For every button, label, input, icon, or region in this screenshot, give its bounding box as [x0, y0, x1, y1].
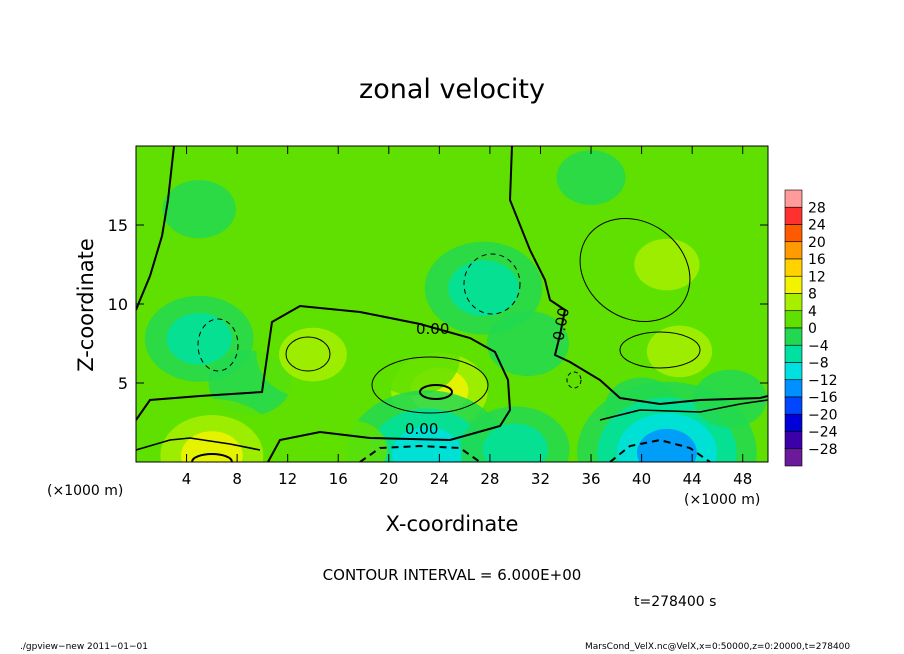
y-tick-label: 15: [108, 216, 128, 235]
x-tick-label: 16: [329, 470, 348, 488]
x-tick-label: 44: [683, 470, 702, 488]
footer-right: MarsCond_VelX.nc@VelX,x=0:50000,z=0:2000…: [585, 642, 851, 652]
field-cell: [166, 312, 232, 365]
colorbar-label: −16: [808, 390, 838, 406]
colorbar-swatch: [784, 327, 803, 346]
x-multiplier-left: (×1000 m): [47, 483, 124, 499]
field-cell: [636, 428, 697, 462]
bottom-dash-contour-right: [609, 438, 711, 462]
zero-contour-upper: [136, 146, 175, 311]
colorbar-label: −8: [808, 356, 829, 372]
neg-contour-center: [463, 253, 521, 315]
chart-title: zonal velocity: [359, 74, 545, 105]
colorbar-swatch: [784, 293, 803, 312]
field-cell: [279, 327, 347, 382]
zero-contour-right: [508, 146, 768, 406]
colorbar-label: −4: [808, 338, 829, 354]
colorbar-swatch: [784, 310, 803, 329]
right-lower-contour: [599, 399, 768, 421]
footer-left: ./gpview−new 2011−01−01: [20, 642, 148, 652]
colorbar-label: 8: [808, 287, 817, 303]
field-cell: [392, 426, 462, 462]
x-tick-label: 40: [632, 470, 651, 488]
x-tick-label: 48: [733, 470, 752, 488]
x-ticks: 4 8 12 16 20 24 28 32 36 40 44 48: [182, 146, 752, 488]
contour-label: 0.00: [416, 320, 449, 338]
field-cell: [634, 238, 700, 291]
x-multiplier-right: (×1000 m): [684, 492, 761, 508]
field-cell: [368, 323, 460, 396]
colorbar-swatch: [784, 379, 803, 398]
x-tick-label: 12: [278, 470, 297, 488]
colorbar-swatch: [784, 206, 803, 225]
colorbar-swatch: [784, 413, 803, 432]
colorbar-swatch: [784, 241, 803, 260]
y-tick-label: 10: [108, 295, 128, 314]
colorbar-swatch: [784, 396, 803, 415]
x-tick-label: 20: [379, 470, 398, 488]
pos-contour-right: [619, 331, 701, 369]
colorbar-label: 20: [808, 235, 826, 251]
velocity-field: [136, 146, 768, 462]
y-tick-label: 5: [118, 374, 128, 393]
neg-contour-left: [197, 318, 239, 372]
x-tick-label: 36: [581, 470, 600, 488]
field-cell: [486, 310, 569, 377]
x-axis-label: X-coordinate: [385, 512, 519, 536]
bottom-pos-contour: [191, 453, 233, 462]
field-cell: [448, 260, 519, 317]
field-cell: [556, 150, 626, 205]
x-tick-label: 8: [232, 470, 242, 488]
contour-value-labels: 0.00 0.00 0.00: [405, 306, 573, 438]
field-cell: [646, 325, 713, 378]
colorbar-label: 16: [808, 252, 826, 268]
pos-contour-center-outer: [371, 356, 489, 414]
x-tick-label: 32: [531, 470, 550, 488]
colorbar-swatch: [784, 189, 803, 208]
x-tick-label: 24: [430, 470, 449, 488]
time-label: t=278400 s: [634, 594, 717, 610]
colorbar-swatch: [784, 431, 803, 450]
contour-lines: [136, 146, 768, 462]
pos-contour-center: [419, 384, 453, 400]
field-cell: [482, 423, 548, 462]
colorbar-swatch: [784, 275, 803, 294]
neg-contour-small: [566, 371, 582, 389]
x-tick-label: 28: [480, 470, 499, 488]
zero-contour-middle: [136, 304, 512, 462]
colorbar-swatch: [784, 362, 803, 381]
contour-interval-note: CONTOUR INTERVAL = 6.000E+00: [322, 566, 582, 584]
colorbar-label: 12: [808, 269, 826, 285]
contour-label: 0.00: [549, 306, 573, 342]
pos-contour-left: [285, 336, 331, 372]
colorbar-label: −12: [808, 373, 838, 389]
colorbar-swatch: [784, 344, 803, 363]
colorbar-label: −24: [808, 425, 838, 441]
colorbar-label: −28: [808, 442, 838, 458]
bottom-dash-contour: [359, 444, 481, 462]
bottom-contour: [136, 437, 261, 451]
colorbar-swatch: [784, 448, 803, 467]
colorbar-label: 28: [808, 200, 826, 216]
colorbar-label: 24: [808, 218, 826, 234]
colorbar-label: −20: [808, 407, 838, 423]
y-ticks: 5 10 15: [108, 216, 768, 393]
x-tick-label: 4: [182, 470, 192, 488]
pos-contour-upper-right: [579, 217, 691, 323]
field-cell: [314, 420, 388, 462]
contour-label: 0.00: [405, 420, 438, 438]
colorbar-label: 0: [808, 321, 817, 337]
colorbar-label: 4: [808, 304, 817, 320]
field-cell: [162, 180, 236, 239]
colorbar-swatch: [784, 258, 803, 277]
colorbar-swatch: [784, 224, 803, 243]
